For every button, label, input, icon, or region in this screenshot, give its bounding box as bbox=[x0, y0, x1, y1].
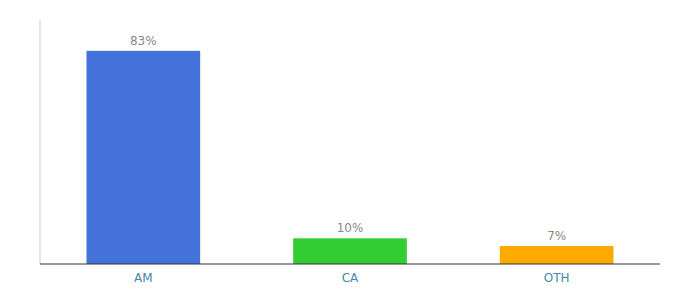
data-label: 83% bbox=[130, 34, 157, 48]
chart-container: AM CA OTH 83% 10% 7% bbox=[0, 0, 680, 300]
data-labels: 83% 10% 7% bbox=[130, 34, 566, 243]
x-tick-label: CA bbox=[342, 271, 359, 285]
x-axis-line bbox=[40, 264, 660, 265]
bar bbox=[293, 238, 407, 264]
bar bbox=[87, 51, 201, 264]
bars bbox=[87, 51, 614, 264]
y-axis-line bbox=[40, 20, 41, 264]
x-tick-label: OTH bbox=[544, 271, 570, 285]
data-label: 10% bbox=[337, 221, 364, 235]
data-label: 7% bbox=[547, 229, 566, 243]
chart-svg: AM CA OTH 83% 10% 7% bbox=[0, 0, 680, 300]
bar bbox=[500, 246, 614, 264]
x-ticks: AM CA OTH bbox=[134, 271, 570, 285]
x-tick-label: AM bbox=[134, 271, 153, 285]
